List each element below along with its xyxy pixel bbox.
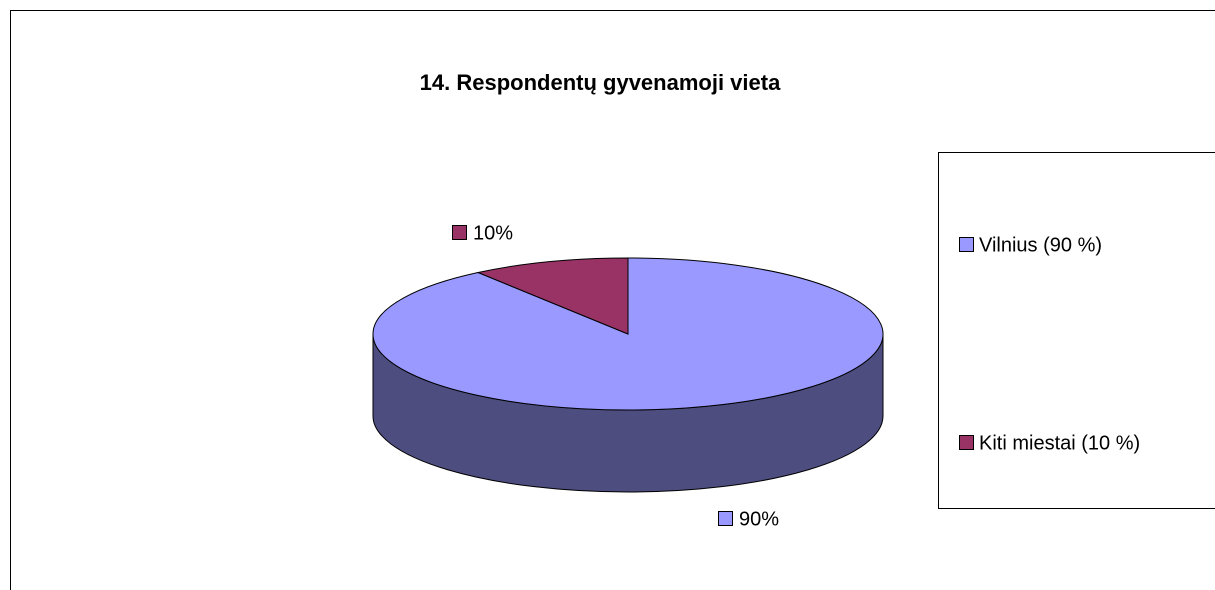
labels: 90% 10% Vilnius (90 %) Kiti miestai (10 %) <box>452 222 1140 530</box>
pie-slice <box>476 257 629 335</box>
data-label: 90% <box>739 508 779 530</box>
legend-box <box>938 152 1215 509</box>
label-swatch <box>718 511 733 526</box>
data-label: 10% <box>473 222 513 244</box>
label-swatch <box>452 225 467 240</box>
legend-label: Vilnius (90 %) <box>979 234 1102 256</box>
legend-swatch <box>959 435 974 450</box>
legend-swatch <box>959 237 974 252</box>
chart-title: 14. Respondentų gyvenamoji vieta <box>420 70 781 95</box>
pie-slice <box>372 257 884 411</box>
pie <box>372 257 884 493</box>
legend-label: Kiti miestai (10 %) <box>979 432 1140 454</box>
